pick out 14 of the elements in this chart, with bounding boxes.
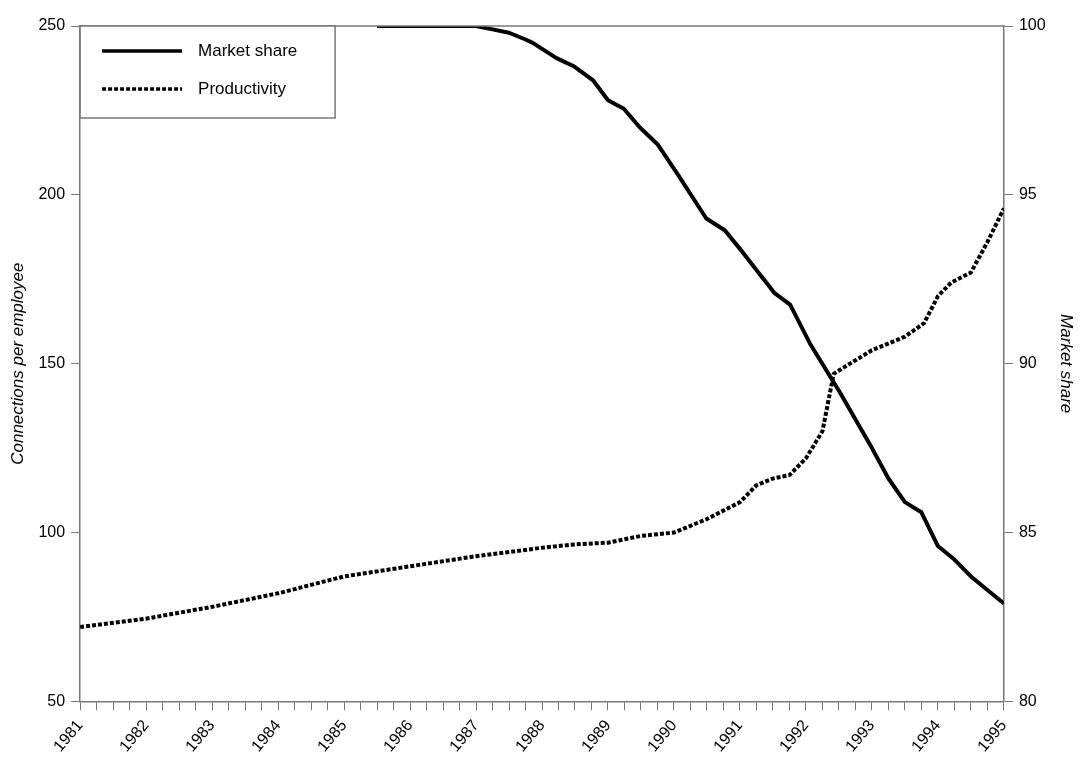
y-tick-label: 250 [38, 16, 66, 34]
y2-tick-label: 80 [1018, 691, 1037, 709]
y-tick-label: 200 [38, 185, 66, 203]
y2-tick-label: 85 [1018, 522, 1037, 540]
y2-tick-label: 90 [1018, 354, 1037, 372]
y-tick-label: 100 [38, 522, 66, 540]
y2-tick-label: 100 [1018, 16, 1046, 34]
legend-label: Productivity [198, 78, 287, 98]
y-axis-title: Connections per employee [7, 262, 27, 465]
y-tick-label: 150 [38, 354, 66, 372]
y-tick-label: 50 [47, 691, 66, 709]
y2-tick-label: 95 [1018, 185, 1037, 203]
y2-axis-title: Market share [1057, 314, 1077, 414]
legend-label: Market share [198, 40, 298, 60]
